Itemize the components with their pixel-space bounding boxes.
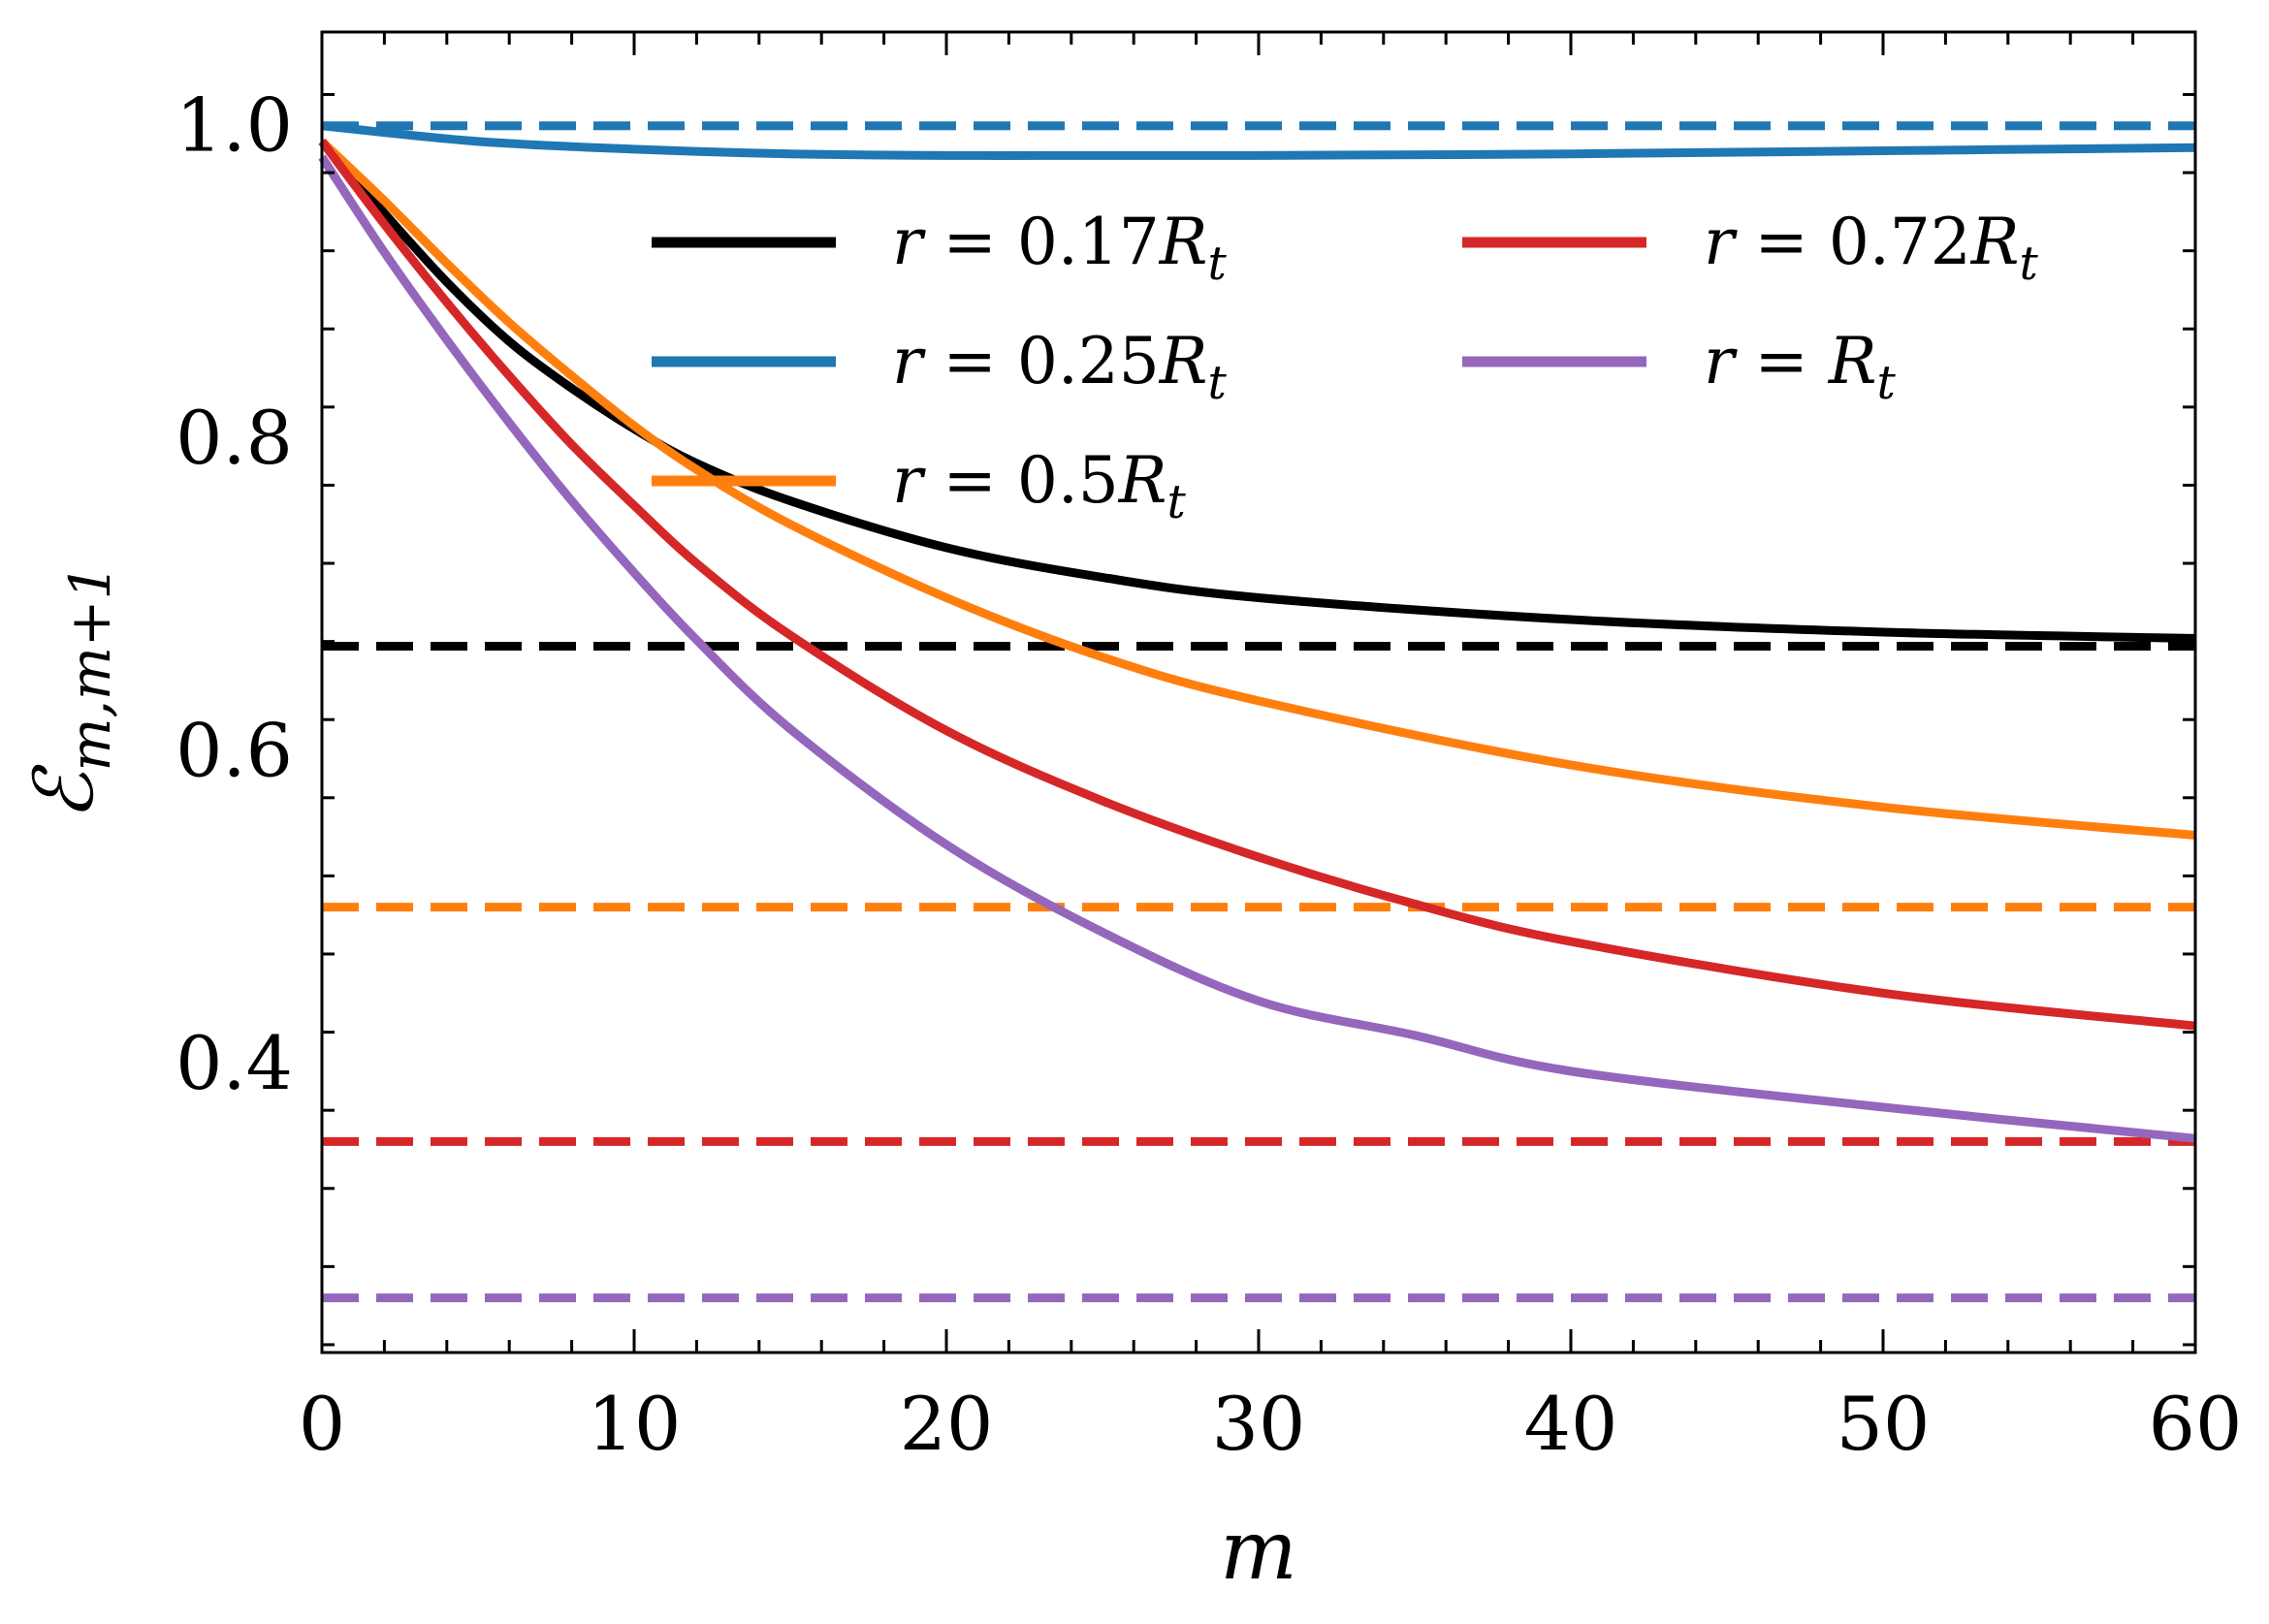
tick-labels: 0 10 20 30 40 50 60 0.4 0.6 0.8 1.0 xyxy=(176,82,2242,1467)
legend-label-4: r = Rt xyxy=(1704,324,1897,410)
y-tick-label: 0.8 xyxy=(176,395,293,481)
legend-label-3: r = 0.72Rt xyxy=(1704,205,2038,291)
series-line-0 xyxy=(318,138,2196,643)
x-tick-label: 0 xyxy=(299,1381,345,1467)
x-tick-label: 60 xyxy=(2149,1381,2243,1467)
y-axis-label: ℰm,m+1 xyxy=(16,564,123,821)
x-tick-label: 10 xyxy=(588,1381,682,1467)
y-axis-label-subscript: m,m+1 xyxy=(57,564,123,772)
series-line-1 xyxy=(321,121,2196,160)
asymptote-lines xyxy=(322,121,2195,1303)
x-tick-label: 40 xyxy=(1524,1381,1618,1467)
series-line-4 xyxy=(318,154,2196,1143)
series-line-2 xyxy=(318,138,2196,840)
series-line-3 xyxy=(318,139,2196,1031)
y-axis-label-symbol: ℰ xyxy=(16,763,112,820)
legend: r = 0.17Rt r = 0.25Rt r = 0.5Rt r = 0.72Rt r… xyxy=(652,205,2038,529)
data-curves xyxy=(318,121,2196,1143)
x-axis-label: m xyxy=(1220,1503,1297,1598)
y-tick-label: 0.6 xyxy=(176,707,293,793)
legend-label-1: r = 0.25Rt xyxy=(892,324,1227,410)
x-tick-label: 20 xyxy=(900,1381,994,1467)
legend-label-2: r = 0.5Rt xyxy=(892,443,1187,529)
svg-text:ℰm,m+1: ℰm,m+1 xyxy=(16,564,123,821)
x-tick-label: 50 xyxy=(1837,1381,1931,1467)
legend-label-0: r = 0.17Rt xyxy=(892,205,1227,291)
plot-frame xyxy=(320,30,2197,1354)
y-tick-label: 1.0 xyxy=(176,82,293,169)
y-tick-label: 0.4 xyxy=(176,1020,293,1106)
x-tick-label: 30 xyxy=(1212,1381,1306,1467)
